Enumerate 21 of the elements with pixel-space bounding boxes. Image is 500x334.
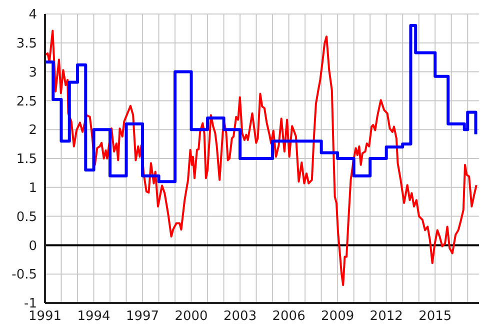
x-tick-label: 2000 xyxy=(174,309,208,324)
y-tick-label: 1 xyxy=(28,181,37,196)
y-tick-label: -1 xyxy=(24,296,37,312)
y-tick-label: 4 xyxy=(28,8,37,23)
y-tick-label: 0.5 xyxy=(16,210,37,225)
x-tick-label: 1994 xyxy=(77,309,110,324)
y-tick-label: -0.5 xyxy=(12,268,37,283)
x-tick-label: 1997 xyxy=(126,309,160,324)
x-tick-label: 2003 xyxy=(224,309,257,324)
y-tick-label: 0 xyxy=(28,238,37,254)
y-tick-label: 3 xyxy=(28,65,37,80)
x-tick-label: 2015 xyxy=(418,309,452,324)
x-tick-label: 2009 xyxy=(321,309,354,324)
y-tick-label: 3.5 xyxy=(16,36,37,52)
x-tick-label: 2006 xyxy=(272,309,306,324)
y-tick-label: 2.5 xyxy=(16,94,37,110)
y-tick-label: 1.5 xyxy=(16,152,37,168)
x-tick-label: 2012 xyxy=(370,309,403,324)
x-tick-label: 1991 xyxy=(28,309,62,324)
y-tick-label: 2 xyxy=(28,123,37,138)
line-series xyxy=(45,30,478,286)
